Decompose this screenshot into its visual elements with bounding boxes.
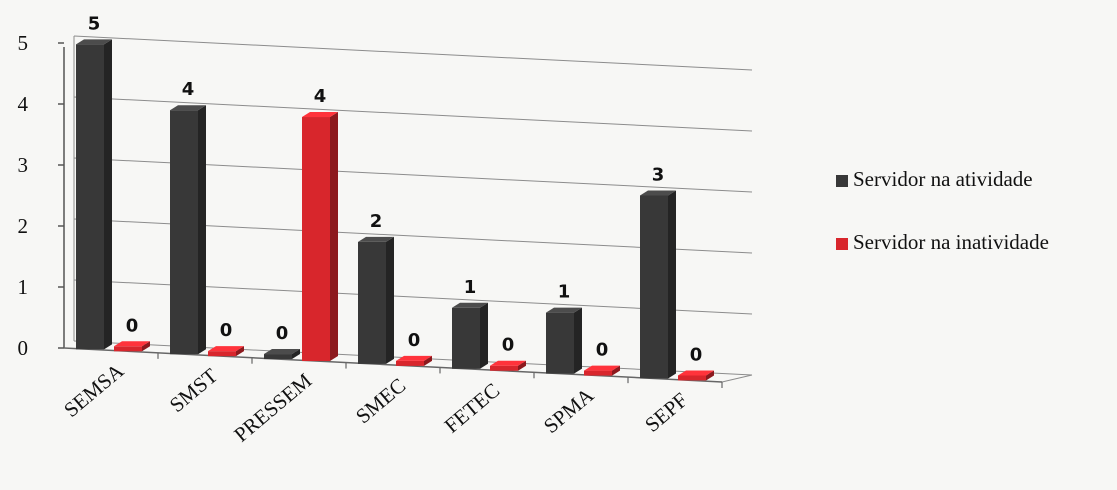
bar-front: [302, 117, 330, 362]
bar-side: [706, 370, 714, 381]
bar-side: [330, 112, 338, 362]
y-tick-label: 4: [18, 92, 29, 116]
bar-side: [292, 349, 300, 360]
bar-smst-atividade: [170, 105, 206, 355]
y-tick-label: 5: [18, 31, 29, 55]
y-tick-label: 1: [18, 275, 29, 299]
bar-top: [302, 112, 338, 118]
bar-side: [236, 346, 244, 357]
bar-front: [640, 195, 668, 379]
bar-top: [264, 349, 300, 355]
category-label: SEMSA: [59, 358, 129, 422]
bar-side: [480, 302, 488, 369]
bar-front: [396, 360, 424, 366]
bar-spma-inatividade: [584, 365, 620, 376]
category-label: SMST: [165, 363, 223, 417]
legend-label: Servidor na atividade: [853, 167, 1033, 191]
y-tick-label: 3: [18, 153, 29, 177]
bar-top: [170, 105, 206, 111]
bar-top: [678, 370, 714, 376]
data-label: 0: [276, 323, 289, 344]
category-label: FETEC: [440, 378, 505, 438]
bar-side: [668, 190, 676, 379]
bar-top: [584, 365, 620, 371]
bar-side: [142, 341, 150, 352]
data-label: 0: [408, 330, 421, 351]
bar-side: [612, 365, 620, 376]
bar-front: [264, 354, 292, 360]
bar-front: [546, 312, 574, 374]
bar-top: [76, 39, 112, 45]
data-label: 0: [502, 335, 515, 356]
legend-swatch: [836, 175, 848, 187]
bar-top: [490, 360, 526, 366]
bar-smec-inatividade: [396, 355, 432, 366]
bar-front: [358, 241, 386, 364]
bar-side: [198, 105, 206, 355]
bar-top: [114, 341, 150, 347]
data-labels: 5 0 4 0 0 4 2 0 1 0 1 0 3 0: [88, 13, 703, 365]
data-label: 0: [126, 315, 139, 336]
bar-front: [114, 346, 142, 352]
gridline: [73, 35, 753, 71]
data-label: 3: [652, 164, 665, 185]
legend-label: Servidor na inatividade: [853, 230, 1049, 254]
y-tick-label: 0: [18, 336, 29, 360]
data-label: 0: [596, 340, 609, 361]
y-tick-labels: 0 1 2 3 4 5: [18, 31, 29, 360]
y-tick-label: 2: [18, 214, 29, 238]
legend-swatch: [836, 238, 848, 250]
category-label: SPMA: [539, 382, 599, 438]
bar-top: [452, 302, 488, 308]
category-label: SMEC: [351, 373, 410, 428]
data-label: 1: [464, 277, 477, 298]
bar-pressem-atividade: [264, 349, 300, 360]
bar-top: [208, 346, 244, 352]
data-label: 0: [690, 344, 703, 365]
bar-front: [76, 44, 104, 350]
bar-side: [518, 360, 526, 371]
legend: Servidor na atividade Servidor na inativi…: [836, 167, 1049, 254]
bar-side: [104, 39, 112, 350]
gridline: [73, 96, 753, 132]
bar-top: [358, 236, 394, 242]
bar-spma-atividade: [546, 307, 582, 374]
data-label: 4: [182, 79, 195, 100]
bar-semsa-atividade: [76, 39, 112, 350]
bar-fetec-atividade: [452, 302, 488, 369]
data-label: 4: [314, 86, 327, 107]
bar-fetec-inatividade: [490, 360, 526, 371]
data-label: 2: [370, 211, 383, 232]
bar-side: [574, 307, 582, 374]
category-label: SEPF: [640, 388, 692, 437]
bar-front: [170, 110, 198, 355]
bar-top: [546, 307, 582, 313]
bar-front: [490, 365, 518, 371]
bar-sepf-inatividade: [678, 370, 714, 381]
bar-front: [678, 375, 706, 381]
bar-front: [452, 307, 480, 369]
data-label: 5: [88, 13, 101, 34]
bar-top: [640, 190, 676, 196]
bar-front: [584, 370, 612, 376]
bar-side: [386, 236, 394, 364]
category-label: PRESSEM: [229, 368, 316, 447]
bar-pressem-inatividade: [302, 112, 338, 362]
bar-front: [208, 351, 236, 357]
bar-smec-atividade: [358, 236, 394, 364]
bars: [76, 39, 714, 381]
bar-side: [424, 355, 432, 366]
floor-right-edge: [721, 374, 753, 383]
bar-smst-inatividade: [208, 346, 244, 357]
bar-top: [396, 355, 432, 361]
data-label: 1: [558, 282, 571, 303]
bar-sepf-atividade: [640, 190, 676, 379]
bar-semsa-inatividade: [114, 341, 150, 352]
data-label: 0: [220, 320, 233, 341]
